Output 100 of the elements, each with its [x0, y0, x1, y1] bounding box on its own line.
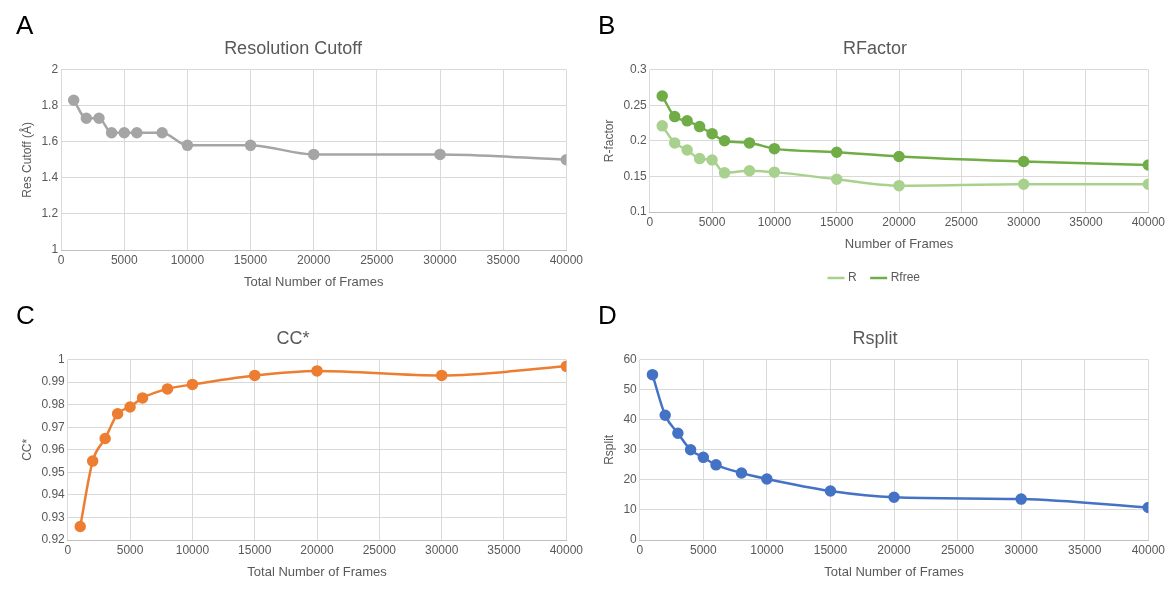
point [681, 144, 693, 156]
point [1017, 155, 1030, 168]
point [93, 112, 105, 125]
point [646, 368, 659, 381]
point [156, 126, 168, 139]
text: C [16, 300, 35, 331]
point [718, 167, 731, 179]
x-tick-label: 15000 [238, 542, 272, 557]
x-tick-label: 35000 [1069, 214, 1103, 229]
y-tick-label: 1.6 [41, 134, 59, 149]
x-tick-label: 25000 [362, 542, 397, 557]
point [161, 383, 174, 395]
x-tick-label: 5000 [698, 214, 726, 229]
y-tick-label: 0.97 [41, 419, 66, 434]
y-axis-title: Rsplit [601, 434, 616, 465]
x-tick-label: 10000 [175, 542, 210, 557]
point [888, 491, 900, 504]
point [830, 146, 843, 158]
y-tick-label: 0.98 [41, 397, 66, 412]
y-tick-label: 0.92 [41, 532, 66, 547]
point [86, 455, 99, 467]
chart-title: RFactor [842, 37, 908, 58]
point [99, 432, 111, 445]
y-tick-label: 0.99 [41, 374, 66, 389]
y-tick-label: 40 [623, 412, 638, 427]
point [693, 152, 706, 165]
point [307, 148, 320, 161]
y-tick-label: 0.94 [41, 487, 66, 502]
point [1015, 493, 1027, 505]
x-tick-label: 25000 [360, 252, 394, 267]
x-tick-label: 15000 [233, 252, 268, 267]
point [743, 164, 756, 177]
x-tick-label: 10000 [750, 542, 784, 557]
x-tick-label: 10000 [170, 252, 205, 267]
y-tick-label: 1 [58, 351, 66, 366]
x-axis-title: Number of Frames [844, 235, 954, 251]
x-tick-label: 40000 [549, 542, 584, 557]
x-tick-label: 35000 [487, 542, 521, 557]
y-tick-label: 10 [623, 502, 638, 517]
point [697, 451, 710, 464]
point [743, 137, 756, 149]
chart-title: Rsplit [852, 327, 898, 348]
y-tick-label: 0.1 [630, 204, 648, 219]
x-tick-label: 30000 [423, 252, 458, 267]
point [830, 173, 843, 185]
x-tick-label: 40000 [1131, 214, 1166, 229]
point [710, 459, 722, 471]
x-tick-label: 35000 [1068, 542, 1102, 557]
point [668, 137, 681, 149]
y-tick-label: 1 [51, 242, 59, 257]
x-tick-label: 5000 [116, 542, 144, 557]
x-axis-title: Total Number of Frames [247, 563, 388, 579]
point [824, 485, 837, 497]
point [718, 135, 731, 147]
x-tick-label: 25000 [944, 214, 979, 229]
y-tick-label: 0 [630, 532, 638, 547]
point [761, 473, 773, 485]
y-tick-label: 20 [623, 472, 638, 487]
y-tick-label: 2 [51, 61, 59, 76]
x-tick-label: 5000 [689, 542, 717, 557]
legend-label: Rfree [890, 270, 921, 285]
text: A [16, 10, 34, 41]
point [706, 154, 718, 166]
y-tick-label: 1.4 [41, 170, 59, 185]
y-tick-label: 1.2 [41, 206, 59, 221]
legend-label: R [848, 270, 857, 285]
point [768, 166, 781, 178]
x-tick-label: 15000 [820, 214, 854, 229]
point [893, 179, 905, 192]
point [735, 467, 748, 479]
point [706, 127, 718, 140]
y-axis-title: R-factor [601, 119, 616, 163]
x-tick-label: 15000 [813, 542, 848, 557]
point [434, 148, 446, 161]
x-tick-label: 20000 [297, 252, 331, 267]
y-axis-title: CC* [19, 438, 34, 461]
point [1017, 178, 1030, 190]
point [248, 369, 261, 382]
point [186, 378, 199, 391]
point [131, 126, 143, 139]
point [435, 369, 448, 382]
x-tick-label: 25000 [940, 542, 975, 557]
point [681, 115, 693, 127]
y-tick-label: 0.2 [630, 133, 648, 148]
point [693, 120, 706, 133]
chart-title: CC* [276, 327, 310, 348]
point [105, 126, 118, 139]
point [668, 110, 681, 123]
y-axis-title: Res Cutoff (Å) [18, 121, 34, 198]
point [74, 520, 86, 533]
x-tick-label: 40000 [1131, 542, 1166, 557]
x-tick-label: 30000 [1004, 542, 1039, 557]
y-tick-label: 60 [623, 351, 638, 366]
x-tick-label: 20000 [877, 542, 912, 557]
point [111, 407, 124, 420]
point [659, 409, 671, 421]
text: B [598, 10, 616, 41]
x-tick-label: 5000 [110, 252, 138, 267]
point [118, 126, 130, 139]
point [181, 139, 194, 152]
